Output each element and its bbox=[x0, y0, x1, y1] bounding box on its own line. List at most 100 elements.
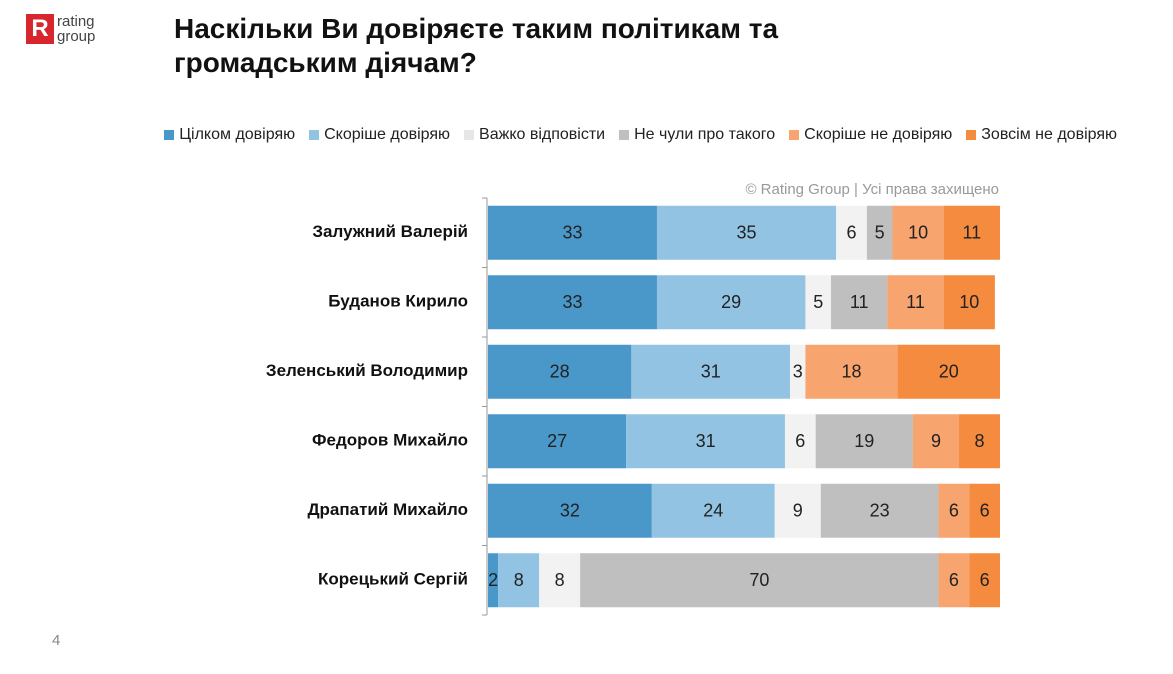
logo: R rating group bbox=[26, 14, 95, 44]
value-label: 35 bbox=[737, 223, 757, 243]
category-label: Корецький Сергій bbox=[318, 570, 468, 589]
bar-segment bbox=[488, 553, 499, 608]
value-label: 8 bbox=[975, 431, 985, 451]
bar-segment bbox=[580, 553, 939, 608]
value-label: 29 bbox=[721, 292, 741, 312]
legend-label: Зовсім не довіряю bbox=[981, 126, 1117, 143]
value-label: 33 bbox=[562, 223, 582, 243]
legend-label: Скоріше не довіряю bbox=[804, 126, 953, 143]
bar-segment bbox=[784, 414, 816, 469]
bar-segment bbox=[631, 344, 791, 399]
bar-segment bbox=[656, 205, 837, 260]
legend: Цілком довіряю Скоріше довіряю Важко відпо… bbox=[164, 126, 1117, 144]
value-label: 23 bbox=[870, 501, 890, 521]
category-label: Залужний Валерій bbox=[312, 222, 468, 241]
value-label: 11 bbox=[850, 292, 869, 312]
value-label: 6 bbox=[949, 501, 959, 521]
bar-segment bbox=[938, 553, 970, 608]
legend-label: Скоріше довіряю bbox=[324, 126, 451, 143]
bar-segment bbox=[897, 344, 1000, 399]
bar-segment bbox=[969, 483, 1000, 538]
value-label: 70 bbox=[749, 570, 769, 590]
bar-segment bbox=[892, 205, 944, 260]
value-label: 6 bbox=[949, 570, 959, 590]
legend-swatch bbox=[966, 130, 977, 140]
value-label: 19 bbox=[854, 431, 874, 451]
value-label: 5 bbox=[875, 223, 885, 243]
bar-segment bbox=[805, 275, 832, 330]
value-label: 18 bbox=[842, 362, 862, 382]
value-label: 9 bbox=[793, 501, 803, 521]
bar-segment bbox=[943, 205, 1000, 260]
legend-swatch bbox=[619, 130, 630, 140]
bar-segment bbox=[498, 553, 540, 608]
bar-segment bbox=[815, 414, 913, 469]
value-label: 10 bbox=[959, 292, 979, 312]
category-label: Драпатий Михайло bbox=[307, 500, 468, 519]
bar-segment bbox=[626, 414, 785, 469]
value-label: 11 bbox=[906, 292, 925, 312]
legend-label: Важко відповісти bbox=[479, 126, 606, 143]
bar-segment bbox=[488, 414, 627, 469]
legend-swatch bbox=[464, 130, 475, 140]
logo-text: rating group bbox=[57, 14, 95, 44]
category-label: Федоров Михайло bbox=[312, 431, 468, 450]
value-label: 8 bbox=[555, 570, 565, 590]
bar-segment bbox=[488, 205, 657, 260]
legend-item: Не чули про такого bbox=[619, 126, 775, 144]
logo-line: rating bbox=[57, 13, 95, 30]
bar-segment bbox=[539, 553, 581, 608]
bar-segment bbox=[488, 344, 632, 399]
chart-title: Наскільки Ви довіряєте таким політикам т… bbox=[174, 13, 779, 78]
bar-segment bbox=[969, 553, 1000, 608]
value-label: 3 bbox=[793, 362, 803, 382]
bar-segment bbox=[866, 205, 893, 260]
bar-segment bbox=[820, 483, 939, 538]
legend-swatch bbox=[309, 130, 320, 140]
legend-item: Цілком довіряю bbox=[164, 126, 295, 144]
value-label: 6 bbox=[795, 431, 805, 451]
legend-item: Зовсім не довіряю bbox=[966, 126, 1117, 144]
value-label: 2 bbox=[488, 570, 498, 590]
bar-segment bbox=[912, 414, 960, 469]
bar-segment bbox=[887, 275, 944, 330]
bar-segment bbox=[831, 275, 888, 330]
legend-item: Скоріше довіряю bbox=[309, 126, 450, 144]
value-label: 31 bbox=[701, 362, 721, 382]
value-label: 24 bbox=[703, 501, 723, 521]
legend-swatch bbox=[164, 130, 175, 140]
bar-segment bbox=[790, 344, 806, 399]
bar-segment bbox=[943, 275, 995, 330]
value-label: 31 bbox=[696, 431, 716, 451]
value-label: 33 bbox=[562, 292, 582, 312]
bar-segment bbox=[656, 275, 806, 330]
value-label: 11 bbox=[962, 223, 981, 243]
value-label: 27 bbox=[547, 431, 567, 451]
bar-segment bbox=[938, 483, 970, 538]
value-label: 6 bbox=[980, 501, 990, 521]
bar-segment bbox=[836, 205, 867, 260]
page-number: 4 bbox=[52, 632, 61, 649]
bar-segment bbox=[959, 414, 1000, 469]
bar-segment bbox=[774, 483, 821, 538]
logo-mark: R bbox=[26, 14, 54, 44]
legend-item: Важко відповісти bbox=[464, 126, 605, 144]
value-label: 10 bbox=[908, 223, 928, 243]
bar-segment bbox=[651, 483, 775, 538]
bar-segment bbox=[805, 344, 898, 399]
logo-line: group bbox=[57, 28, 96, 45]
watermark: © Rating Group | Усі права захищено bbox=[745, 181, 999, 198]
bar-segment bbox=[488, 483, 652, 538]
legend-label: Не чули про такого bbox=[634, 126, 776, 143]
value-label: 8 bbox=[514, 570, 524, 590]
value-label: 20 bbox=[939, 362, 959, 382]
value-label: 6 bbox=[980, 570, 990, 590]
value-label: 28 bbox=[550, 362, 570, 382]
bar-segment bbox=[488, 275, 657, 330]
legend-label: Цілком довіряю bbox=[179, 126, 296, 143]
legend-item: Скоріше не довіряю bbox=[789, 126, 952, 144]
value-label: 9 bbox=[931, 431, 941, 451]
value-label: 6 bbox=[847, 223, 857, 243]
